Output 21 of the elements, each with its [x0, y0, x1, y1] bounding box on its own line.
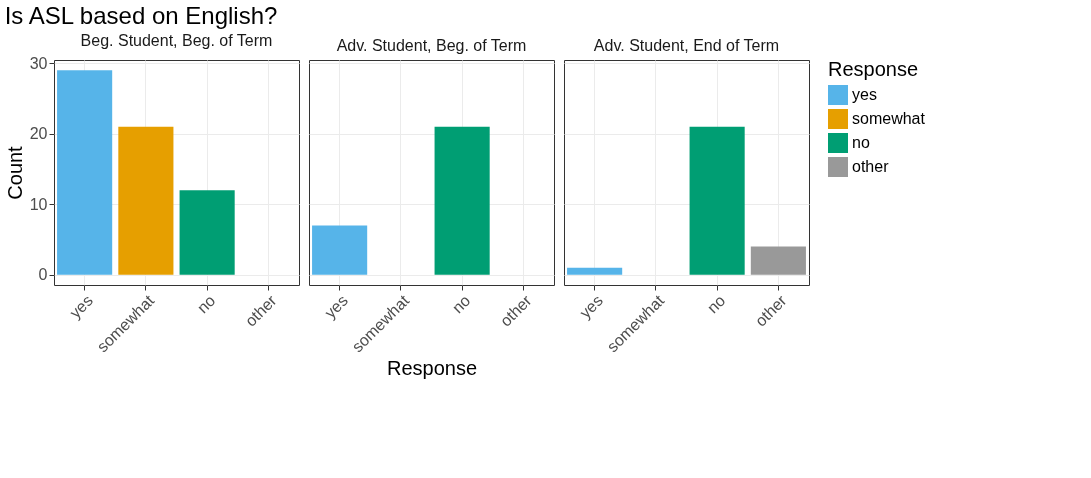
y-axis-title: Count	[3, 145, 26, 200]
x-tick-label: yes	[576, 291, 606, 322]
y-tick-label: 30	[29, 54, 48, 72]
y-tick-label: 0	[38, 266, 48, 284]
legend-title: Response	[828, 58, 919, 80]
chart-subtitle: Adv. Student, End of Term	[593, 37, 780, 54]
chart-subtitle: Beg. Student, Beg. of Term	[80, 32, 273, 50]
chart-subtitle: Adv. Student, Beg. of Term	[336, 37, 527, 54]
x-tick-label: no	[703, 291, 729, 317]
x-axis-title: Response	[386, 357, 478, 380]
x-tick-label: no	[193, 291, 219, 317]
x-tick-label: yes	[66, 291, 96, 322]
y-tick-label: 10	[29, 195, 48, 213]
x-tick-label: yes	[321, 291, 351, 322]
legend-label: other	[852, 158, 890, 175]
x-tick-label: no	[448, 291, 474, 317]
y-tick-label: 20	[29, 125, 48, 143]
chart-title: Is ASL based on English?	[4, 1, 278, 29]
legend-label: yes	[852, 86, 877, 103]
legend-label: somewhat	[852, 110, 926, 127]
legend-label: no	[852, 134, 870, 151]
